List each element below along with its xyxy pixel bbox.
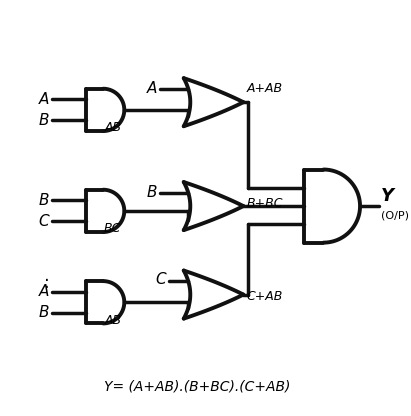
Text: B: B [146,185,157,200]
Text: C: C [39,214,49,229]
Text: A+AB: A+AB [246,82,282,95]
Text: B: B [39,193,49,208]
Text: Y: Y [381,188,394,206]
Text: BC: BC [104,223,121,235]
Text: B: B [39,113,49,128]
Text: A: A [39,284,49,299]
Text: A: A [146,81,157,96]
Text: Y= (A+AB).(B+BC).(C+AB): Y= (A+AB).(B+BC).(C+AB) [104,380,291,394]
Text: B: B [39,305,49,320]
Text: B+BC: B+BC [246,197,283,210]
Text: C+AB: C+AB [246,290,283,303]
Text: AB: AB [104,121,121,134]
Text: AB: AB [104,314,121,327]
Text: A: A [39,92,49,107]
Text: C: C [156,272,166,287]
Text: (O/P): (O/P) [381,210,409,221]
Text: :: : [44,274,50,292]
